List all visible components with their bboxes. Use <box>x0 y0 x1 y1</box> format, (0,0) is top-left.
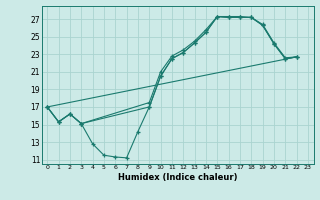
X-axis label: Humidex (Indice chaleur): Humidex (Indice chaleur) <box>118 173 237 182</box>
